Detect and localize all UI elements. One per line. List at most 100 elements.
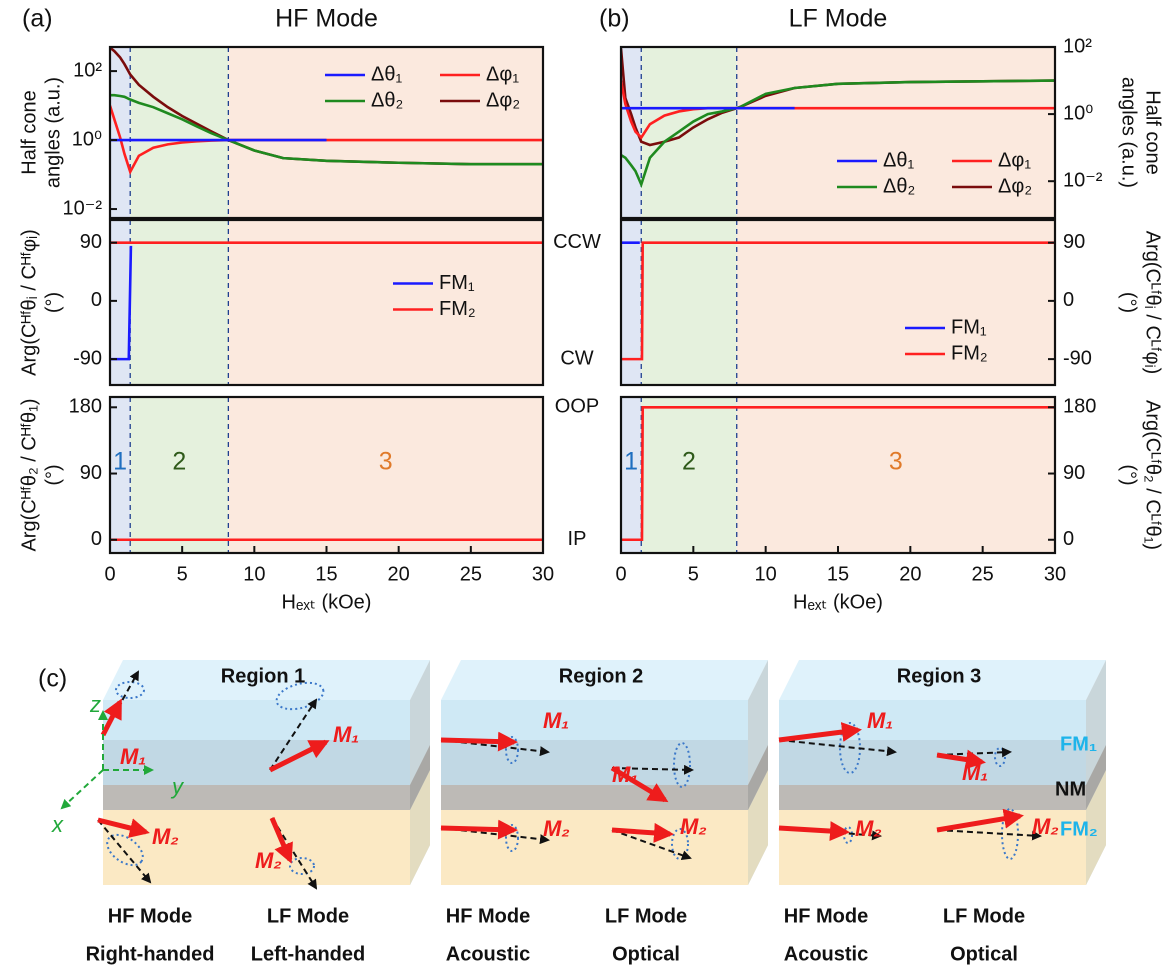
region-band: [228, 220, 543, 385]
y-tick-label: 90: [80, 462, 102, 484]
y-tick-label: 0: [91, 528, 102, 550]
layer-label: FM₁: [1060, 733, 1097, 755]
y-tick-label: 10⁻²: [63, 197, 103, 219]
x-tick-label: 5: [177, 563, 188, 585]
chart-title: HF Mode: [275, 5, 378, 33]
region-band: [737, 220, 1055, 385]
mode-kind: Optical: [612, 943, 680, 965]
y-tick-label: 90: [1063, 231, 1085, 253]
region-label: 1: [624, 448, 638, 476]
layer-label: FM₂: [1060, 818, 1098, 840]
moment-label: M₁: [120, 744, 146, 769]
y-tick-label: 180: [1063, 396, 1096, 418]
layer-nm: [103, 785, 410, 810]
axis-arrow: [62, 770, 103, 808]
region-label: 3: [889, 448, 903, 476]
mode-name: HF Mode: [108, 905, 192, 927]
panel: -90090Arg(Cᴴᶠθᵢ / Cᴴᶠφᵢ)(°)FM₁FM₂: [18, 220, 543, 385]
moment-label: M₁: [333, 722, 359, 747]
figure: 10⁻²10⁰10²Half coneangles (a.u.)HF Mode(…: [0, 0, 1174, 973]
y-tick-label: 10⁰: [72, 128, 102, 150]
y-tick-label: 10²: [1063, 35, 1092, 57]
x-tick-label: 25: [460, 563, 482, 585]
y-axis-label: Arg(Cᴸᶠθ₂ / Cᴸᶠθ₁): [1142, 400, 1164, 550]
x-tick-label: 0: [104, 563, 115, 585]
x-tick-label: 15: [315, 563, 337, 585]
axis-name: x: [51, 812, 64, 837]
region-label: 3: [379, 448, 393, 476]
state-label: IP: [568, 528, 587, 550]
y-tick-label: 90: [80, 231, 102, 253]
moment-label: M₁: [962, 760, 988, 785]
y-tick-label: 0: [1063, 528, 1074, 550]
mode-name: LF Mode: [605, 905, 687, 927]
panel: 123090180OOPIP051015202530Hₑₓₜ (kOe)Arg(…: [555, 396, 1164, 614]
moment-label: M₂: [255, 848, 282, 873]
y-tick-label: 90: [1063, 462, 1085, 484]
legend-label: FM₂: [439, 298, 476, 320]
legend-label: Δθ₂: [883, 175, 915, 197]
y-axis-label: Arg(Cᴴᶠθᵢ / Cᴴᶠφᵢ): [18, 229, 40, 376]
y-axis-label: angles (a.u.): [1118, 77, 1140, 188]
y-tick-label: 0: [91, 289, 102, 311]
moment-label: M₁: [543, 708, 569, 733]
region-title: Region 1: [221, 665, 305, 687]
y-axis-label: (°): [1118, 292, 1140, 313]
y-tick-label: 10²: [73, 59, 102, 81]
legend-label: Δθ₁: [883, 149, 914, 171]
layer-nm-shade: [779, 740, 1086, 785]
region-title: Region 3: [897, 665, 981, 687]
region-band: [110, 47, 130, 218]
mode-name: HF Mode: [784, 905, 868, 927]
panel-label: (a): [22, 5, 53, 33]
legend-label: Δφ₂: [486, 89, 520, 111]
x-tick-label: 30: [1044, 563, 1066, 585]
x-tick-label: 5: [688, 563, 699, 585]
layer-nm-shade: [441, 740, 748, 785]
layer-nm: [779, 785, 1086, 810]
x-tick-label: 0: [615, 563, 626, 585]
region-band: [641, 47, 736, 218]
mode-kind: Optical: [950, 943, 1018, 965]
region-title: Region 2: [559, 665, 643, 687]
x-axis-label: Hₑₓₜ (kOe): [793, 591, 883, 613]
mode-kind: Right-handed: [86, 943, 215, 965]
legend-label: Δθ₂: [371, 89, 403, 111]
layer-nm-shade: [103, 740, 410, 785]
region-label: 2: [682, 448, 696, 476]
y-axis-label: Half cone: [1142, 90, 1164, 175]
layer-nm: [441, 785, 748, 810]
region-band: [130, 220, 228, 385]
y-axis-label: Half cone: [18, 90, 40, 175]
region-band: [641, 220, 736, 385]
y-axis-label: angles (a.u.): [42, 77, 64, 188]
y-axis-label: Arg(Cᴸᶠθᵢ / Cᴸᶠφᵢ): [1142, 231, 1164, 375]
y-tick-label: 180: [69, 396, 102, 418]
x-tick-label: 20: [899, 563, 921, 585]
legend-label: FM₁: [951, 316, 987, 338]
legend-label: FM₂: [951, 342, 988, 364]
moment-label: M₂: [855, 816, 882, 841]
y-tick-label: 10⁰: [1063, 102, 1093, 124]
y-tick-label: -90: [1063, 347, 1092, 369]
mode-kind: Left-handed: [251, 943, 365, 965]
region-label: 2: [172, 448, 186, 476]
x-axis-label: Hₑₓₜ (kOe): [282, 591, 372, 613]
state-label: OOP: [555, 396, 599, 418]
moment-label: M₁: [612, 762, 638, 787]
x-tick-label: 10: [755, 563, 777, 585]
x-tick-label: 25: [972, 563, 994, 585]
moment-label: M₂: [680, 814, 707, 839]
panel-label: (b): [599, 5, 630, 33]
mode-kind: Acoustic: [446, 943, 530, 965]
mode-name: HF Mode: [446, 905, 530, 927]
moment-label: M₁: [867, 708, 893, 733]
moment-label: M₂: [152, 824, 179, 849]
y-axis-label: (°): [1118, 464, 1140, 485]
y-tick-label: 0: [1063, 289, 1074, 311]
mode-name: LF Mode: [943, 905, 1025, 927]
y-tick-label: -90: [73, 347, 102, 369]
